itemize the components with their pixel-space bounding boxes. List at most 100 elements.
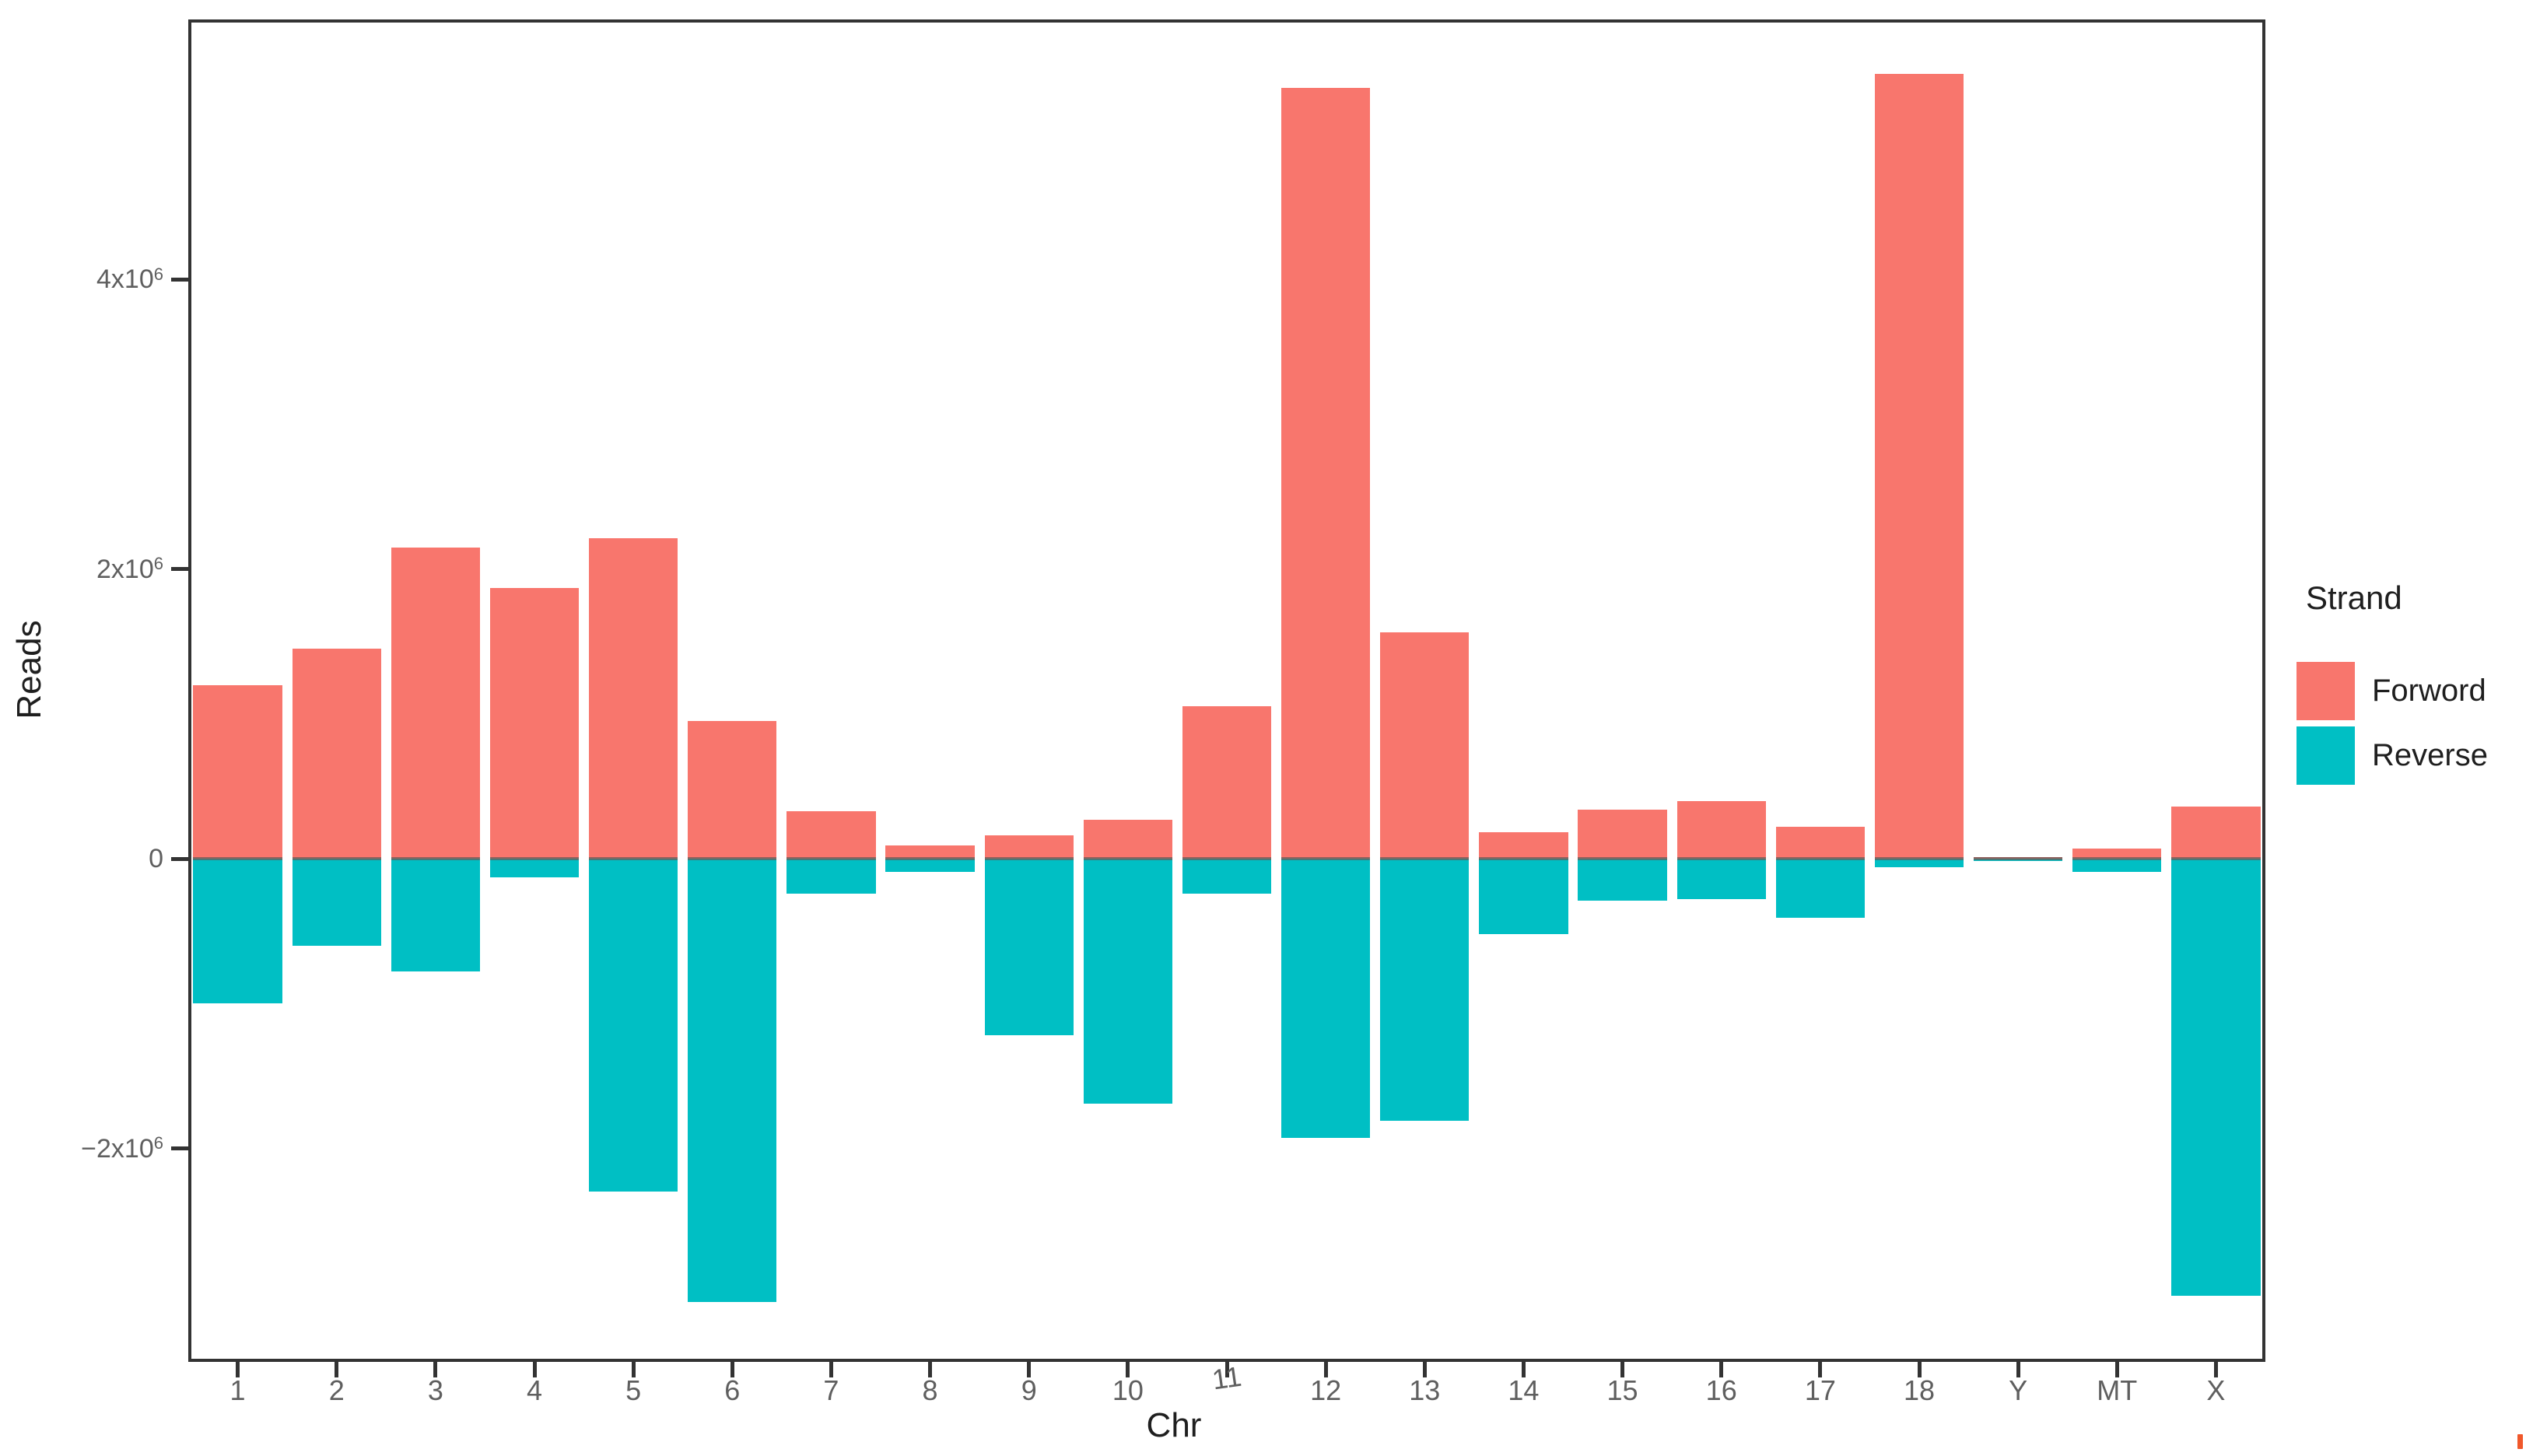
forward-bar-chr-6 bbox=[688, 721, 777, 859]
x-tick-label-5: 5 bbox=[625, 1374, 642, 1406]
zero-seam-chr-16 bbox=[1676, 857, 1766, 860]
x-tick-mark-15 bbox=[1620, 1362, 1625, 1377]
y-tick-label--2000000: −2x106 bbox=[81, 1133, 163, 1164]
y-tick-mark-4000000 bbox=[171, 277, 188, 282]
reverse-bar-chr-6 bbox=[688, 859, 777, 1302]
x-tick-mark-4 bbox=[532, 1362, 537, 1377]
zero-seam-chr-10 bbox=[1083, 857, 1173, 860]
x-tick-mark-MT bbox=[2114, 1362, 2119, 1377]
x-tick-label-2: 2 bbox=[328, 1374, 345, 1406]
reverse-bar-chr-16 bbox=[1676, 859, 1766, 900]
zero-seam-chr-18 bbox=[1874, 857, 1964, 860]
reverse-bar-chr-13 bbox=[1380, 859, 1470, 1122]
x-tick-label-8: 8 bbox=[922, 1374, 938, 1406]
reverse-bar-chr-12 bbox=[1281, 859, 1371, 1139]
x-tick-label-14: 14 bbox=[1508, 1374, 1540, 1406]
forward-bar-chr-7 bbox=[787, 810, 876, 859]
forward-bar-chr-2 bbox=[292, 648, 381, 859]
y-tick-label-4000000: 4x106 bbox=[96, 264, 163, 294]
x-tick-label-9: 9 bbox=[1021, 1374, 1037, 1406]
forward-bar-chr-12 bbox=[1281, 88, 1371, 859]
x-tick-label-3: 3 bbox=[427, 1374, 443, 1406]
x-tick-mark-9 bbox=[1027, 1362, 1032, 1377]
reverse-bar-chr-8 bbox=[885, 859, 975, 872]
reverse-bar-chr-MT bbox=[2072, 859, 2162, 872]
x-tick-label-17: 17 bbox=[1804, 1374, 1836, 1406]
x-tick-mark-18 bbox=[1917, 1362, 1922, 1377]
reverse-bar-chr-10 bbox=[1083, 859, 1173, 1104]
zero-seam-chr-4 bbox=[489, 857, 580, 860]
plot-panel bbox=[188, 19, 2265, 1362]
forward-bar-chr-8 bbox=[885, 845, 975, 859]
x-tick-label-4: 4 bbox=[526, 1374, 543, 1406]
y-tick-mark-2000000 bbox=[171, 567, 188, 571]
reverse-bar-chr-18 bbox=[1874, 859, 1964, 868]
forward-bar-chr-5 bbox=[588, 538, 678, 859]
legend-title: Strand bbox=[2306, 579, 2402, 616]
forward-bar-chr-14 bbox=[1479, 832, 1568, 859]
reverse-bar-chr-7 bbox=[787, 859, 876, 894]
zero-seam-chr-MT bbox=[2072, 857, 2162, 860]
zero-seam-chr-14 bbox=[1479, 857, 1568, 860]
legend-item-reverse: Reverse bbox=[2297, 726, 2526, 785]
forward-bar-chr-MT bbox=[2072, 848, 2162, 859]
forward-bar-chr-18 bbox=[1874, 73, 1964, 859]
forward-bar-chr-17 bbox=[1775, 827, 1866, 859]
zero-seam-chr-1 bbox=[193, 857, 282, 860]
zero-seam-chr-9 bbox=[984, 857, 1074, 860]
x-tick-label-X: X bbox=[2206, 1374, 2226, 1406]
forward-bar-chr-4 bbox=[489, 587, 580, 859]
forward-color-swatch bbox=[2297, 662, 2355, 720]
x-tick-mark-1 bbox=[236, 1362, 240, 1377]
x-axis-title: Chr bbox=[1146, 1406, 1202, 1444]
zero-seam-chr-6 bbox=[688, 857, 777, 860]
x-tick-mark-7 bbox=[829, 1362, 833, 1377]
zero-seam-chr-12 bbox=[1281, 857, 1371, 860]
legend-item-label: Reverse bbox=[2372, 738, 2488, 772]
zero-seam-chr-5 bbox=[588, 857, 678, 860]
x-tick-label-1: 1 bbox=[229, 1374, 246, 1406]
x-tick-mark-11 bbox=[1224, 1362, 1229, 1377]
x-tick-mark-10 bbox=[1126, 1362, 1130, 1377]
zero-seam-chr-X bbox=[2171, 857, 2261, 860]
x-tick-label-18: 18 bbox=[1903, 1374, 1936, 1406]
zero-seam-chr-7 bbox=[787, 857, 876, 860]
legend-item-label: Forword bbox=[2372, 674, 2486, 708]
zero-seam-chr-3 bbox=[391, 857, 481, 860]
bars-layer bbox=[191, 23, 2262, 1359]
x-tick-mark-13 bbox=[1422, 1362, 1427, 1377]
y-tick-mark-0 bbox=[171, 856, 188, 861]
y-axis-title: Reads bbox=[10, 620, 48, 719]
forward-bar-chr-16 bbox=[1676, 800, 1766, 859]
reverse-bar-chr-11 bbox=[1182, 859, 1272, 894]
forward-bar-chr-10 bbox=[1083, 819, 1173, 859]
x-tick-label-MT: MT bbox=[2097, 1374, 2138, 1406]
x-tick-mark-6 bbox=[730, 1362, 734, 1377]
reverse-bar-chr-X bbox=[2171, 859, 2261, 1297]
reverse-bar-chr-9 bbox=[984, 859, 1074, 1036]
reverse-bar-chr-2 bbox=[292, 859, 381, 946]
forward-bar-chr-3 bbox=[391, 547, 481, 859]
x-tick-mark-8 bbox=[928, 1362, 933, 1377]
forward-bar-chr-1 bbox=[193, 684, 282, 859]
y-tick-label-0: 0 bbox=[149, 844, 163, 873]
x-tick-label-13: 13 bbox=[1409, 1374, 1441, 1406]
reverse-bar-chr-1 bbox=[193, 859, 282, 1004]
zero-seam-chr-15 bbox=[1578, 857, 1667, 860]
reverse-color-swatch bbox=[2297, 726, 2355, 785]
zero-seam-chr-8 bbox=[885, 857, 975, 860]
reverse-bar-chr-17 bbox=[1775, 859, 1866, 919]
x-tick-mark-3 bbox=[433, 1362, 438, 1377]
forward-bar-chr-11 bbox=[1182, 706, 1272, 859]
x-tick-mark-14 bbox=[1521, 1362, 1526, 1377]
reverse-bar-chr-5 bbox=[588, 859, 678, 1192]
reverse-bar-chr-3 bbox=[391, 859, 481, 972]
y-tick-mark--2000000 bbox=[171, 1146, 188, 1150]
x-tick-label-16: 16 bbox=[1705, 1374, 1737, 1406]
x-tick-mark-17 bbox=[1818, 1362, 1823, 1377]
reverse-bar-chr-14 bbox=[1479, 859, 1568, 934]
x-tick-mark-X bbox=[2213, 1362, 2218, 1377]
legend: Strand Forword Reverse bbox=[2297, 579, 2526, 791]
reverse-bar-chr-15 bbox=[1578, 859, 1667, 901]
